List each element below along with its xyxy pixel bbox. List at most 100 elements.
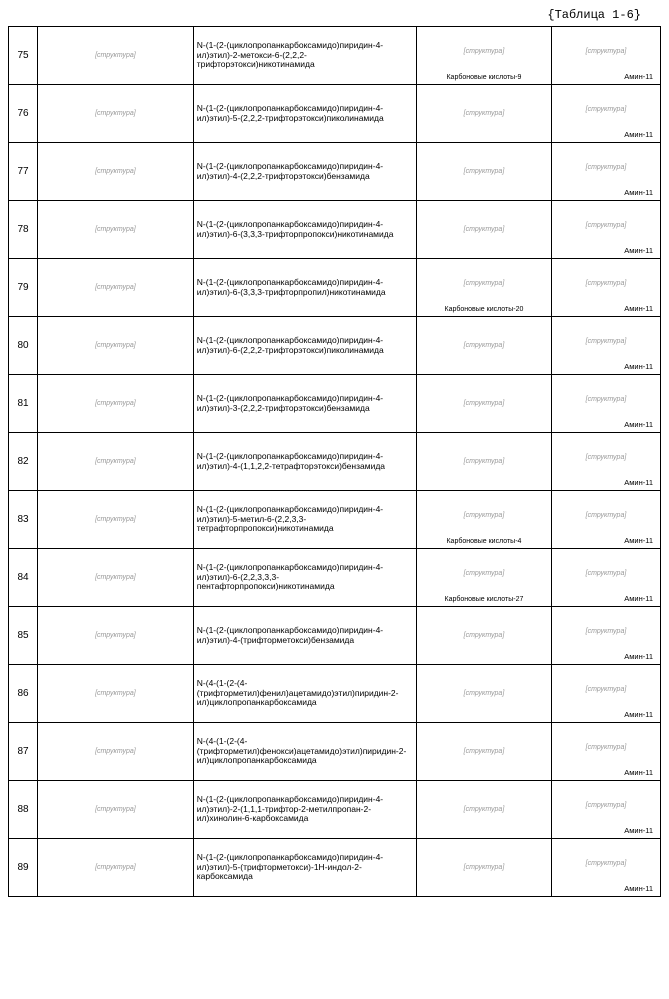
chem-structure-acid: [структура] bbox=[420, 31, 548, 73]
amine-label: Амин-11 bbox=[555, 305, 657, 313]
acid-structure-cell: [структура] bbox=[416, 375, 551, 433]
chem-structure-amine: [структура] bbox=[555, 146, 657, 188]
acid-structure-cell: [структура] bbox=[416, 317, 551, 375]
main-structure-cell: [структура] bbox=[38, 27, 194, 85]
compound-name: N-(4-(1-(2-(4-(трифторметил)фенокси)ацет… bbox=[193, 723, 416, 781]
chem-structure-main: [структура] bbox=[41, 206, 190, 254]
amine-label: Амин-11 bbox=[555, 479, 657, 487]
chemical-table: 75[структура]N-(1-(2-(циклопропанкарбокс… bbox=[8, 26, 661, 897]
compound-name: N-(1-(2-(циклопропанкарбоксамидо)пиридин… bbox=[193, 375, 416, 433]
amine-label: Амин-11 bbox=[555, 769, 657, 777]
table-row: 79[структура]N-(1-(2-(циклопропанкарбокс… bbox=[9, 259, 661, 317]
row-number: 75 bbox=[9, 27, 38, 85]
amine-label: Амин-11 bbox=[555, 711, 657, 719]
amine-structure-cell: [структура]Амин-11 bbox=[551, 607, 660, 665]
amine-structure-cell: [структура]Амин-11 bbox=[551, 259, 660, 317]
main-structure-cell: [структура] bbox=[38, 259, 194, 317]
main-structure-cell: [структура] bbox=[38, 491, 194, 549]
row-number: 79 bbox=[9, 259, 38, 317]
acid-label: Карбоновые кислоты-4 bbox=[420, 538, 548, 545]
amine-structure-cell: [структура]Амин-11 bbox=[551, 723, 660, 781]
compound-name: N-(1-(2-(циклопропанкарбоксамидо)пиридин… bbox=[193, 549, 416, 607]
chem-structure-acid: [структура] bbox=[420, 441, 548, 483]
chem-structure-amine: [структура] bbox=[555, 784, 657, 826]
table-row: 78[структура]N-(1-(2-(циклопропанкарбокс… bbox=[9, 201, 661, 259]
chem-structure-amine: [структура] bbox=[555, 610, 657, 652]
main-structure-cell: [структура] bbox=[38, 549, 194, 607]
chem-structure-acid: [структура] bbox=[420, 553, 548, 595]
acid-label: Карбоновые кислоты-20 bbox=[420, 306, 548, 313]
chem-structure-amine: [структура] bbox=[555, 88, 657, 130]
acid-structure-cell: [структура]Карбоновые кислоты-9 bbox=[416, 27, 551, 85]
chem-structure-main: [структура] bbox=[41, 32, 190, 80]
amine-label: Амин-11 bbox=[555, 363, 657, 371]
acid-label: Карбоновые кислоты-27 bbox=[420, 596, 548, 603]
amine-structure-cell: [структура]Амин-11 bbox=[551, 781, 660, 839]
chem-structure-amine: [структура] bbox=[555, 30, 657, 72]
main-structure-cell: [структура] bbox=[38, 723, 194, 781]
amine-label: Амин-11 bbox=[555, 885, 657, 893]
amine-label: Амин-11 bbox=[555, 421, 657, 429]
chem-structure-main: [структура] bbox=[41, 728, 190, 776]
chem-structure-acid: [структура] bbox=[420, 789, 548, 831]
row-number: 88 bbox=[9, 781, 38, 839]
chem-structure-main: [структура] bbox=[41, 844, 190, 892]
row-number: 87 bbox=[9, 723, 38, 781]
amine-structure-cell: [структура]Амин-11 bbox=[551, 665, 660, 723]
amine-structure-cell: [структура]Амин-11 bbox=[551, 317, 660, 375]
chem-structure-main: [структура] bbox=[41, 612, 190, 660]
row-number: 80 bbox=[9, 317, 38, 375]
acid-structure-cell: [структура] bbox=[416, 723, 551, 781]
chem-structure-acid: [структура] bbox=[420, 847, 548, 889]
chem-structure-amine: [структура] bbox=[555, 204, 657, 246]
row-number: 78 bbox=[9, 201, 38, 259]
compound-name: N-(1-(2-(циклопропанкарбоксамидо)пиридин… bbox=[193, 85, 416, 143]
amine-label: Амин-11 bbox=[555, 595, 657, 603]
table-row: 84[структура]N-(1-(2-(циклопропанкарбокс… bbox=[9, 549, 661, 607]
compound-name: N-(1-(2-(циклопропанкарбоксамидо)пиридин… bbox=[193, 317, 416, 375]
table-row: 89[структура]N-(1-(2-(циклопропанкарбокс… bbox=[9, 839, 661, 897]
amine-structure-cell: [структура]Амин-11 bbox=[551, 839, 660, 897]
chem-structure-amine: [структура] bbox=[555, 494, 657, 536]
acid-structure-cell: [структура] bbox=[416, 665, 551, 723]
compound-name: N-(1-(2-(циклопропанкарбоксамидо)пиридин… bbox=[193, 27, 416, 85]
main-structure-cell: [структура] bbox=[38, 317, 194, 375]
chem-structure-amine: [структура] bbox=[555, 262, 657, 304]
table-row: 77[структура]N-(1-(2-(циклопропанкарбокс… bbox=[9, 143, 661, 201]
chem-structure-main: [структура] bbox=[41, 554, 190, 602]
chem-structure-amine: [структура] bbox=[555, 668, 657, 710]
amine-label: Амин-11 bbox=[555, 653, 657, 661]
acid-structure-cell: [структура]Карбоновые кислоты-20 bbox=[416, 259, 551, 317]
compound-name: N-(1-(2-(циклопропанкарбоксамидо)пиридин… bbox=[193, 201, 416, 259]
amine-structure-cell: [структура]Амин-11 bbox=[551, 549, 660, 607]
compound-name: N-(1-(2-(циклопропанкарбоксамидо)пиридин… bbox=[193, 839, 416, 897]
acid-label: Карбоновые кислоты-9 bbox=[420, 74, 548, 81]
amine-label: Амин-11 bbox=[555, 537, 657, 545]
acid-structure-cell: [структура] bbox=[416, 781, 551, 839]
amine-structure-cell: [структура]Амин-11 bbox=[551, 491, 660, 549]
row-number: 89 bbox=[9, 839, 38, 897]
compound-name: N-(1-(2-(циклопропанкарбоксамидо)пиридин… bbox=[193, 433, 416, 491]
amine-structure-cell: [структура]Амин-11 bbox=[551, 375, 660, 433]
amine-label: Амин-11 bbox=[555, 247, 657, 255]
compound-name: N-(1-(2-(циклопропанкарбоксамидо)пиридин… bbox=[193, 491, 416, 549]
chem-structure-main: [структура] bbox=[41, 496, 190, 544]
table-row: 75[структура]N-(1-(2-(циклопропанкарбокс… bbox=[9, 27, 661, 85]
main-structure-cell: [структура] bbox=[38, 607, 194, 665]
chem-structure-amine: [структура] bbox=[555, 842, 657, 884]
main-structure-cell: [структура] bbox=[38, 781, 194, 839]
chem-structure-acid: [структура] bbox=[420, 383, 548, 425]
main-structure-cell: [структура] bbox=[38, 433, 194, 491]
table-row: 83[структура]N-(1-(2-(циклопропанкарбокс… bbox=[9, 491, 661, 549]
chem-structure-amine: [структура] bbox=[555, 726, 657, 768]
amine-structure-cell: [структура]Амин-11 bbox=[551, 201, 660, 259]
acid-structure-cell: [структура] bbox=[416, 839, 551, 897]
chem-structure-amine: [структура] bbox=[555, 320, 657, 362]
chem-structure-main: [структура] bbox=[41, 670, 190, 718]
main-structure-cell: [структура] bbox=[38, 665, 194, 723]
amine-structure-cell: [структура]Амин-11 bbox=[551, 85, 660, 143]
table-row: 80[структура]N-(1-(2-(циклопропанкарбокс… bbox=[9, 317, 661, 375]
chem-structure-acid: [структура] bbox=[420, 731, 548, 773]
chem-structure-acid: [структура] bbox=[420, 263, 548, 305]
chem-structure-main: [структура] bbox=[41, 148, 190, 196]
